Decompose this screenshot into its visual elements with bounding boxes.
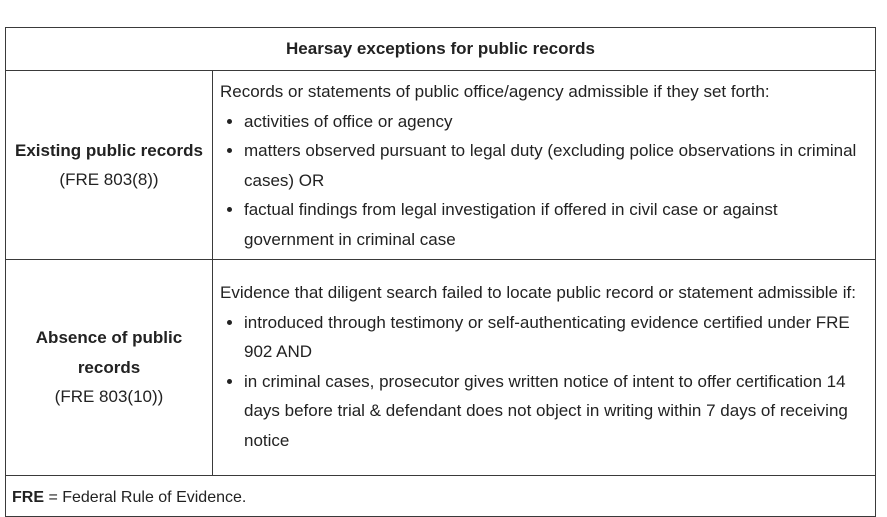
row-content-cell: Records or statements of public office/a… xyxy=(212,70,876,260)
footnote-term: FRE xyxy=(12,489,44,506)
row-reference: (FRE 803(8)) xyxy=(59,170,159,189)
list-item: introduced through testimony or self-aut… xyxy=(244,308,869,367)
row-label: Existing public records xyxy=(15,140,203,160)
table-row: Existing public records (FRE 803(8)) Rec… xyxy=(5,70,876,260)
footnote-definition: = Federal Rule of Evidence. xyxy=(44,489,247,506)
list-item: in criminal cases, prosecutor gives writ… xyxy=(244,367,869,456)
hearsay-exceptions-table: Hearsay exceptions for public records Ex… xyxy=(5,27,876,517)
row-label-cell: Existing public records (FRE 803(8)) xyxy=(5,70,213,260)
table-title-row: Hearsay exceptions for public records xyxy=(5,27,876,71)
table-row: Absence of public records (FRE 803(10)) … xyxy=(5,259,876,476)
list-item: matters observed pursuant to legal duty … xyxy=(244,136,869,195)
bullet-list: introduced through testimony or self-aut… xyxy=(220,308,869,456)
row-intro: Evidence that diligent search failed to … xyxy=(220,283,856,302)
list-item: activities of office or agency xyxy=(244,107,869,137)
list-item: factual findings from legal investigatio… xyxy=(244,195,869,254)
table-footer-row: FRE = Federal Rule of Evidence. xyxy=(5,475,876,517)
row-intro: Records or statements of public office/a… xyxy=(220,82,770,101)
row-label-cell: Absence of public records (FRE 803(10)) xyxy=(5,259,213,476)
table-footnote: FRE = Federal Rule of Evidence. xyxy=(5,475,876,517)
row-reference: (FRE 803(10)) xyxy=(54,387,164,407)
row-content-cell: Evidence that diligent search failed to … xyxy=(212,259,876,476)
bullet-list: activities of office or agency matters o… xyxy=(220,107,869,255)
row-label: Absence of public records xyxy=(35,328,183,377)
table-title: Hearsay exceptions for public records xyxy=(5,27,876,71)
